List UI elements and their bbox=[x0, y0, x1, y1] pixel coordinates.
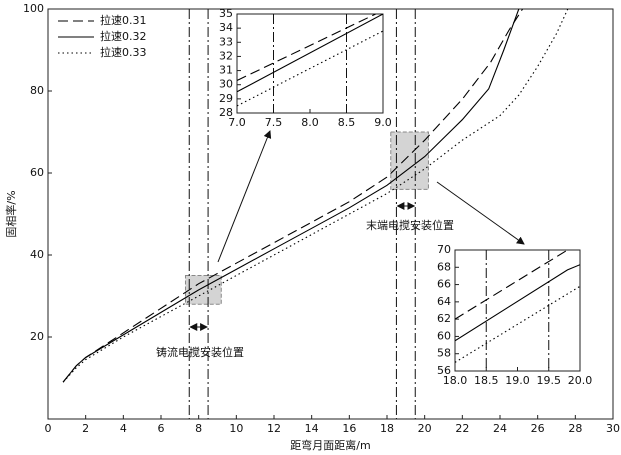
y-tick-label: 68 bbox=[437, 260, 451, 273]
series-line bbox=[62, 9, 520, 383]
x-tick-label: 8.0 bbox=[301, 116, 319, 129]
y-tick-label: 33 bbox=[219, 35, 233, 48]
zoom-arrow bbox=[217, 130, 272, 263]
series-line bbox=[455, 264, 580, 342]
series-line bbox=[455, 285, 580, 363]
x-tick-label: 7.0 bbox=[228, 116, 246, 129]
y-tick-label: 66 bbox=[437, 278, 451, 291]
y-tick-label: 62 bbox=[437, 312, 451, 325]
x-tick-label: 24 bbox=[493, 422, 507, 435]
y-tick-label: 64 bbox=[437, 295, 451, 308]
y-tick-label: 58 bbox=[437, 347, 451, 360]
x-tick-label: 10 bbox=[229, 422, 243, 435]
x-tick-label: 18.5 bbox=[474, 374, 499, 387]
plot-area bbox=[454, 249, 581, 372]
y-tick-label: 30 bbox=[219, 78, 233, 91]
x-tick-label: 22 bbox=[455, 422, 469, 435]
zoom-box bbox=[184, 275, 222, 305]
x-axis-label: 距弯月面距离/m bbox=[290, 438, 370, 452]
x-tick-label: 18 bbox=[380, 422, 394, 435]
plot-area bbox=[47, 8, 614, 420]
x-tick-label: 8 bbox=[195, 422, 202, 435]
y-tick-label: 70 bbox=[437, 243, 451, 256]
zoom-arrow bbox=[436, 181, 525, 245]
x-tick-label: 28 bbox=[568, 422, 582, 435]
y-tick-label: 28 bbox=[219, 106, 233, 119]
x-tick-label: 6 bbox=[158, 422, 165, 435]
series-line bbox=[237, 14, 383, 93]
y-tick-label: 31 bbox=[219, 64, 233, 77]
series-line bbox=[455, 250, 568, 320]
series-line bbox=[237, 14, 376, 81]
y-tick-label: 40 bbox=[30, 248, 44, 261]
y-tick-label: 60 bbox=[437, 329, 451, 342]
y-tick-label: 20 bbox=[30, 330, 44, 343]
annotation: 末端电搅安装位置 bbox=[366, 218, 454, 232]
y-axis-label: 固相率/% bbox=[4, 190, 18, 237]
y-tick-label: 35 bbox=[219, 7, 233, 20]
x-tick-label: 7.5 bbox=[265, 116, 283, 129]
y-tick-label: 100 bbox=[23, 2, 44, 15]
x-tick-label: 16 bbox=[342, 422, 356, 435]
x-tick-label: 12 bbox=[267, 422, 281, 435]
legend-label: 拉速0.31 bbox=[100, 13, 147, 27]
x-tick-label: 20 bbox=[418, 422, 432, 435]
x-tick-label: 19.5 bbox=[537, 374, 562, 387]
main-plot: 0 2 4 6 8 10 12 14 16 18 20 22 24 26 28 3020406080100拉速… bbox=[4, 2, 620, 452]
x-tick-label: 26 bbox=[531, 422, 545, 435]
legend-label: 拉速0.32 bbox=[100, 29, 147, 43]
y-tick-label: 60 bbox=[30, 166, 44, 179]
x-tick-label: 2 bbox=[82, 422, 89, 435]
series-line bbox=[237, 30, 383, 107]
y-tick-label: 34 bbox=[219, 21, 233, 34]
x-tick-label: 4 bbox=[120, 422, 127, 435]
x-tick-label: 19.0 bbox=[505, 374, 530, 387]
legend-label: 拉速0.33 bbox=[100, 45, 147, 59]
plot-area bbox=[236, 13, 384, 114]
inset-plot: 18.0 18.5 19.0 19.5 20.0 56 58 60 62 64 66 68 70 bbox=[437, 243, 592, 387]
zoom-box bbox=[390, 131, 429, 190]
y-tick-label: 80 bbox=[30, 84, 44, 97]
x-tick-label: 8.5 bbox=[338, 116, 356, 129]
x-tick-label: 30 bbox=[606, 422, 620, 435]
y-tick-label: 56 bbox=[437, 364, 451, 377]
series-line bbox=[62, 9, 524, 383]
annotation: 铸流电搅安装位置 bbox=[156, 345, 244, 359]
y-tick-label: 32 bbox=[219, 49, 233, 62]
x-tick-label: 20.0 bbox=[568, 374, 593, 387]
x-tick-label: 18.0 bbox=[443, 374, 468, 387]
y-tick-label: 29 bbox=[219, 92, 233, 105]
series-line bbox=[62, 9, 569, 383]
x-tick-label: 14 bbox=[305, 422, 319, 435]
x-tick-label: 9.0 bbox=[374, 116, 392, 129]
x-tick-label: 0 bbox=[45, 422, 52, 435]
